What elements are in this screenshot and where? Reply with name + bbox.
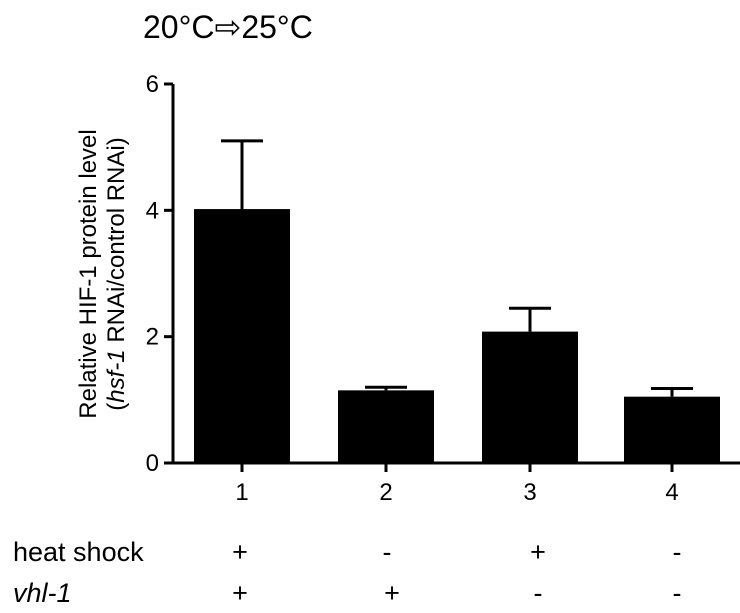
condition-label-heat-shock: heat shock [13,537,144,567]
x-tick-label: 1 [235,479,248,506]
vhl-1-value: - [533,578,543,608]
heat-shock-value: + [232,537,248,567]
bars [194,209,720,463]
y-ticks: 0 2 4 6 [146,71,173,477]
vhl-1-value: + [232,578,248,608]
x-tick-label: 2 [379,479,392,506]
y-axis-label: Relative HIF-1 protein level (hsf-1 RNAi… [75,129,130,418]
y-tick-label: 2 [146,324,159,351]
y-tick-label: 6 [146,71,159,98]
y-axis-label-line1: Relative HIF-1 protein level [75,129,102,418]
y-axis-label-line2: (hsf-1 RNAi/control RNAi) [103,137,130,410]
x-ticks: 1 2 3 4 [235,463,679,506]
y-tick-label: 4 [146,197,159,224]
y-tick-label: 0 [146,450,159,477]
vhl-1-value: - [672,578,682,608]
heat-shock-value: - [672,537,682,567]
error-bars [221,139,693,397]
heat-shock-value: + [530,537,546,567]
x-tick-label: 4 [665,479,678,506]
bar [624,396,720,463]
vhl-1-value: + [384,578,400,608]
chart-title: 20°C⇨25°C [143,9,313,45]
x-tick-label: 3 [523,479,536,506]
bar [194,209,290,463]
condition-label-vhl-1: vhl-1 [13,578,72,608]
heat-shock-value: - [382,537,392,567]
bar [338,390,434,463]
bar [482,331,578,463]
